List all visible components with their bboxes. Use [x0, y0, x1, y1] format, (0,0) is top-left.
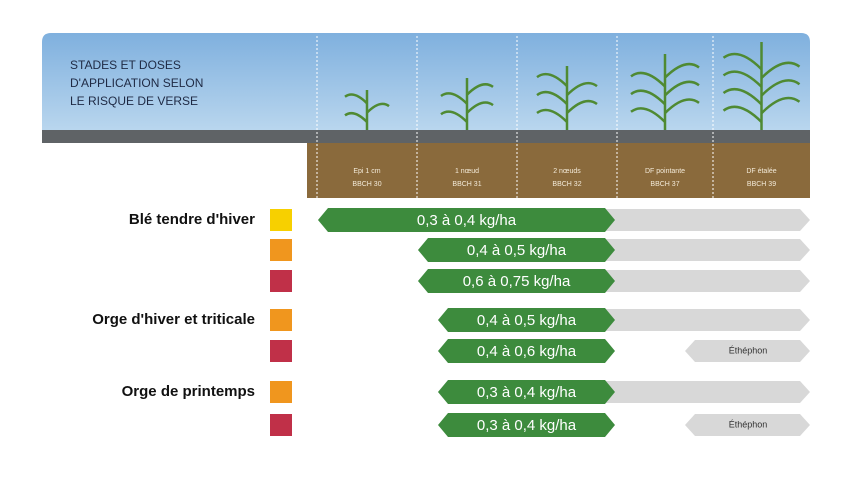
plant-leaf [536, 108, 568, 123]
stage-label: DF pointante [645, 168, 685, 175]
dose-arrow [318, 208, 615, 232]
stage-code: BBCH 39 [747, 181, 776, 188]
plant-leaf [440, 110, 468, 123]
ethephon-arrow [685, 414, 810, 436]
crop-name: Blé tendre d'hiver [129, 211, 255, 228]
plant-leaf [760, 61, 801, 79]
plant-leaf [664, 62, 700, 79]
header-title: D'APPLICATION SELON [70, 76, 203, 90]
plant-leaf [630, 107, 666, 123]
plant-leaf [760, 96, 801, 115]
dose-arrow [438, 339, 615, 363]
plant-leaf [722, 105, 763, 123]
soil [307, 143, 810, 198]
dose-arrow [438, 308, 615, 332]
risk-square [270, 414, 292, 436]
ethephon-arrow [685, 340, 810, 362]
plant-leaf [440, 92, 468, 105]
header-title: STADES ET DOSES [70, 58, 181, 72]
risk-square [270, 381, 292, 403]
stage-code: BBCH 32 [552, 181, 581, 188]
ethephon-label: Éthéphon [729, 345, 768, 355]
plant-leaf [722, 70, 763, 88]
crop-name: Orge de printemps [122, 383, 255, 400]
stage-code: BBCH 37 [650, 181, 679, 188]
stage-label: 1 nœud [455, 168, 479, 175]
plant-leaf [566, 81, 598, 97]
plant-leaf [664, 80, 700, 97]
plant-leaf [366, 102, 390, 114]
stage-code: BBCH 30 [352, 181, 381, 188]
dose-label: 0,4 à 0,5 kg/ha [477, 312, 577, 329]
dose-label: 0,3 à 0,4 kg/ha [477, 384, 577, 401]
plant-leaf [760, 79, 801, 97]
stage-label: 2 nœuds [553, 168, 581, 175]
dose-arrow [438, 380, 615, 404]
dose-label: 0,4 à 0,5 kg/ha [467, 242, 567, 259]
plant-leaf [630, 71, 666, 88]
dose-arrow [418, 238, 615, 262]
ethephon-label: Éthéphon [729, 419, 768, 429]
dose-label: 0,6 à 0,75 kg/ha [463, 273, 571, 290]
dose-label: 0,4 à 0,6 kg/ha [477, 343, 577, 360]
plant-leaf [722, 52, 763, 71]
plant-leaf [722, 88, 763, 106]
dose-arrow [438, 413, 615, 437]
crop-name: Orge d'hiver et triticale [92, 311, 255, 328]
header-title: LE RISQUE DE VERSE [70, 94, 198, 108]
risk-square [270, 340, 292, 362]
stage-code: BBCH 31 [452, 181, 481, 188]
plant-leaf [664, 98, 700, 115]
plant-leaf [630, 89, 666, 106]
risk-square [270, 209, 292, 231]
dose-label: 0,3 à 0,4 kg/ha [417, 212, 517, 229]
plant-leaf [566, 99, 598, 114]
stage-label: Epi 1 cm [353, 168, 380, 175]
plant-leaf [344, 93, 368, 105]
header-band [42, 33, 810, 130]
plant-leaf [536, 72, 568, 88]
dose-arrow [418, 269, 615, 293]
plant-leaf [344, 111, 368, 123]
plant-leaf [466, 101, 494, 114]
dose-label: 0,3 à 0,4 kg/ha [477, 417, 577, 434]
risk-square [270, 239, 292, 261]
plant-leaf [466, 83, 494, 96]
risk-square [270, 270, 292, 292]
stage-label: DF étalée [746, 168, 776, 175]
risk-square [270, 309, 292, 331]
ground-strip [42, 130, 810, 143]
plant-leaf [536, 90, 568, 105]
